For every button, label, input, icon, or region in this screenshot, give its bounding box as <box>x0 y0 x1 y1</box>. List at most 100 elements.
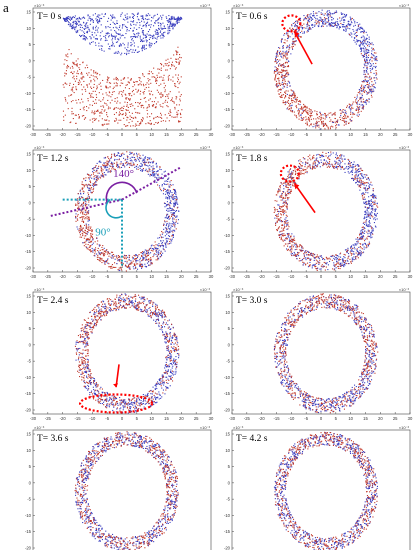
particle <box>284 62 286 64</box>
particle <box>144 37 146 39</box>
particle <box>179 56 181 58</box>
particle <box>114 38 116 40</box>
particle <box>140 119 142 121</box>
particle <box>321 266 323 268</box>
particle <box>122 110 124 112</box>
particle <box>363 51 365 53</box>
particle <box>303 31 305 33</box>
particle <box>375 59 377 61</box>
particle <box>370 63 372 65</box>
particle <box>66 20 68 22</box>
particle <box>307 112 309 114</box>
x-tick-label: 0 <box>121 132 124 137</box>
particle <box>329 23 331 25</box>
particle <box>143 257 145 259</box>
particle <box>148 86 150 88</box>
particle <box>288 49 290 51</box>
particle <box>328 19 330 21</box>
particle <box>142 259 144 261</box>
particle <box>344 121 346 123</box>
particle <box>82 75 84 77</box>
particle <box>83 178 85 180</box>
particle <box>85 201 87 203</box>
particle <box>155 122 157 124</box>
particle <box>276 214 278 216</box>
particle <box>368 38 370 40</box>
particle <box>346 263 348 265</box>
particle <box>175 193 177 195</box>
particle <box>148 45 150 47</box>
particle <box>114 120 116 122</box>
particle <box>156 181 158 183</box>
particle <box>179 112 181 114</box>
particle <box>86 64 88 66</box>
particle <box>132 36 134 38</box>
particle <box>139 123 141 125</box>
particle <box>118 119 120 121</box>
particle <box>293 94 295 96</box>
x-tick-label: 30 <box>408 132 413 137</box>
particle <box>129 79 131 81</box>
particle <box>127 77 129 79</box>
particle <box>116 20 118 22</box>
particle <box>97 167 99 169</box>
particle <box>289 103 291 105</box>
particle <box>157 252 159 254</box>
particle <box>282 55 284 57</box>
particle <box>333 262 335 264</box>
particle <box>325 124 327 126</box>
particle <box>292 110 294 112</box>
particle <box>73 63 75 65</box>
particle <box>167 19 169 21</box>
particle <box>110 170 112 172</box>
particle <box>89 16 91 18</box>
particle <box>161 33 163 35</box>
particle <box>165 191 167 193</box>
particle <box>293 177 295 179</box>
particle <box>160 92 162 94</box>
particle <box>355 36 357 38</box>
particle <box>106 251 108 253</box>
particle <box>104 102 106 104</box>
particle <box>290 94 292 96</box>
particle <box>290 53 292 55</box>
particle <box>161 64 163 66</box>
particle <box>144 263 146 265</box>
particle <box>310 17 312 19</box>
particle <box>80 73 82 75</box>
particle <box>114 168 116 170</box>
particle <box>360 177 362 179</box>
particle <box>163 245 165 247</box>
particle <box>344 249 346 251</box>
particle <box>358 106 360 108</box>
particle <box>354 172 356 174</box>
particle <box>290 189 292 191</box>
particle <box>340 115 342 117</box>
particle <box>156 29 158 31</box>
particle <box>306 23 308 25</box>
particle <box>282 45 284 47</box>
y-tick-label: -5 <box>226 217 230 222</box>
particle <box>372 48 374 50</box>
particle <box>81 78 83 80</box>
particle <box>140 105 142 107</box>
particle <box>114 262 116 264</box>
particle <box>356 177 358 179</box>
particle <box>349 119 351 121</box>
particle <box>369 79 371 81</box>
particle <box>75 21 77 23</box>
particle <box>309 19 311 21</box>
particle <box>86 226 88 228</box>
particle <box>133 27 135 29</box>
particle <box>178 62 180 64</box>
particle <box>344 112 346 114</box>
particle <box>173 190 175 192</box>
particle <box>87 187 89 189</box>
particle <box>282 69 284 71</box>
particle <box>323 14 325 16</box>
particle <box>375 56 377 58</box>
particle <box>356 41 358 43</box>
particle <box>148 248 150 250</box>
particle <box>111 15 113 17</box>
particle <box>341 24 343 26</box>
